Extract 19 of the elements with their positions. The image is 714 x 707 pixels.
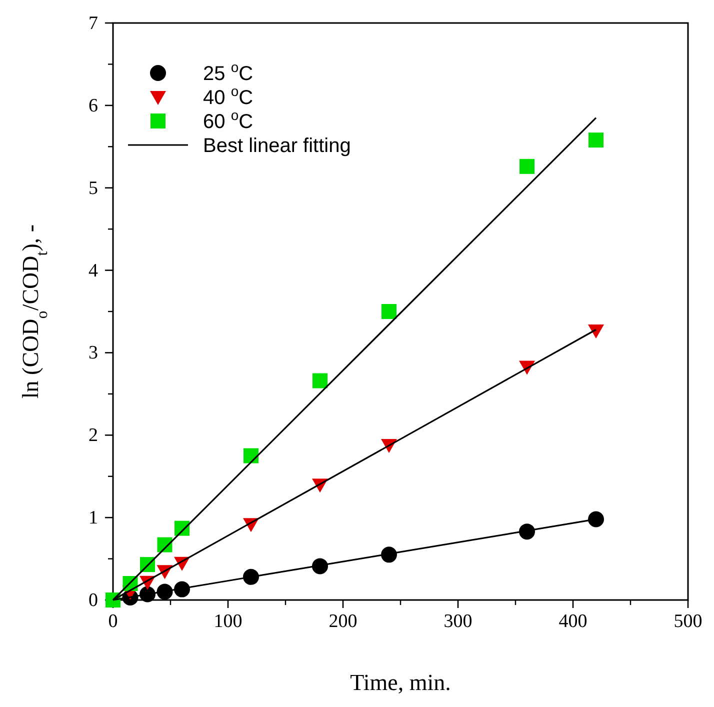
- x-tick-label: 500: [674, 611, 702, 632]
- x-tick-label: 200: [328, 611, 358, 632]
- legend-label: 40 $^{o}$C: [203, 83, 254, 109]
- legend-label: 25 $^{o}$C: [203, 59, 254, 85]
- x-tick-label: 300: [444, 611, 472, 632]
- y-tick-label: 2: [88, 425, 98, 446]
- x-tick-label: 100: [214, 611, 242, 632]
- y-tick-label: 0: [88, 590, 98, 611]
- legend-label: Best linear fitting: [203, 135, 351, 157]
- y-tick-label: 3: [88, 342, 98, 364]
- y-tick-label: 4: [88, 260, 98, 282]
- y-tick-label: 5: [88, 178, 98, 199]
- x-axis-title: Time, min.: [350, 670, 451, 695]
- y-tick-label: 7: [88, 13, 98, 34]
- y-tick-label: 1: [88, 508, 98, 529]
- x-tick-label: 0: [108, 611, 118, 632]
- x-tick-label: 400: [558, 611, 588, 632]
- legend-label: 60 $^{o}$C: [203, 107, 254, 133]
- y-tick-label: 6: [88, 95, 98, 116]
